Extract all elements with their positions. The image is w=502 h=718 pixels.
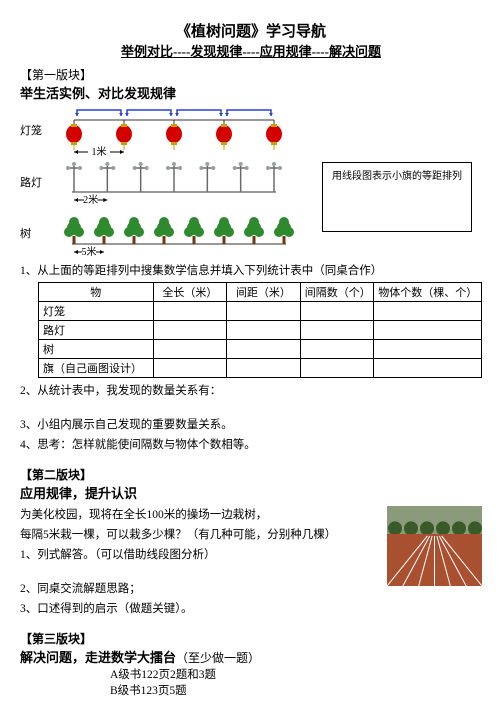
table-row-label: 灯笼	[39, 302, 154, 321]
page-subtitle: 举例对比----发现规律----应用规律----解决问题	[20, 41, 482, 60]
block2-label: 【第二版块】	[20, 466, 482, 483]
svg-text:5米: 5米	[82, 245, 97, 258]
table-header: 间距（米）	[227, 283, 301, 302]
table-header: 物体个数（棵、个）	[374, 283, 482, 302]
table-cell	[153, 340, 227, 359]
table-cell	[300, 359, 374, 378]
table-cell	[374, 321, 482, 340]
table-cell	[374, 340, 482, 359]
block3-label: 【第三版块】	[20, 630, 482, 647]
homework-a: A级书122页2题和3题	[110, 666, 482, 682]
table-header: 物	[39, 283, 154, 302]
track-image	[387, 506, 482, 586]
block3-heading-suffix: （至少做一题）	[176, 651, 260, 665]
table-row-label: 路灯	[39, 321, 154, 340]
lantern-diagram: 1米	[64, 104, 284, 156]
diagrams-area: 灯笼 1米 路灯 2米 用线段图表示小旗的等距排列 树 5米	[20, 104, 482, 258]
lantern-label: 灯笼	[20, 122, 64, 138]
flag-box: 用线段图表示小旗的等距排列	[322, 162, 472, 232]
svg-text:2米: 2米	[83, 193, 98, 206]
page-title: 《植树问题》学习导航	[20, 20, 482, 41]
homework-b: B级书123页5题	[110, 682, 482, 698]
table-cell	[300, 340, 374, 359]
block2-q3: 3、口述得到的启示（做题关键）。	[20, 600, 482, 616]
svg-text:1米: 1米	[92, 145, 107, 156]
stats-table-wrap: 物全长（米）间距（米）间隔数（个）物体个数（棵、个） 灯笼路灯树旗（自己画图设计）	[38, 282, 482, 378]
table-row-label: 旗（自己画图设计）	[39, 359, 154, 378]
lamp-diagram: 2米	[64, 158, 284, 206]
table-cell	[153, 359, 227, 378]
block3-heading: 解决问题，走进数学大擂台	[20, 650, 176, 665]
table-header: 间隔数（个）	[300, 283, 374, 302]
tree-diagram: 5米	[64, 208, 294, 258]
stats-table: 物全长（米）间距（米）间隔数（个）物体个数（棵、个） 灯笼路灯树旗（自己画图设计）	[38, 282, 482, 378]
table-cell	[300, 302, 374, 321]
table-cell	[374, 359, 482, 378]
table-cell	[153, 321, 227, 340]
lantern-row: 灯笼 1米	[20, 104, 482, 156]
block1-label: 【第一版块】	[20, 66, 482, 83]
table-cell	[227, 321, 301, 340]
tree-label: 树	[20, 225, 64, 241]
table-header: 全长（米）	[153, 283, 227, 302]
block2-heading: 应用规律，提升认识	[20, 483, 482, 502]
table-cell	[374, 302, 482, 321]
table-cell	[227, 302, 301, 321]
block1-q4: 4、思考：怎样就能使间隔数与物体个数相等。	[20, 436, 482, 452]
table-cell	[300, 321, 374, 340]
block1-q1: 1、从上面的等距排列中搜集数学信息并填入下列统计表中（同桌合作）	[20, 262, 482, 278]
lamp-label: 路灯	[20, 174, 64, 190]
table-row-label: 树	[39, 340, 154, 359]
block3-heading-row: 解决问题，走进数学大擂台（至少做一题）	[20, 647, 482, 666]
block1-q3: 3、小组内展示自己发现的重要数量关系。	[20, 416, 482, 432]
block1-q2: 2、从统计表中，我发现的数量关系有：	[20, 382, 482, 398]
table-cell	[153, 302, 227, 321]
block1-heading: 举生活实例、对比发现规律	[20, 83, 482, 102]
table-cell	[227, 359, 301, 378]
table-cell	[227, 340, 301, 359]
